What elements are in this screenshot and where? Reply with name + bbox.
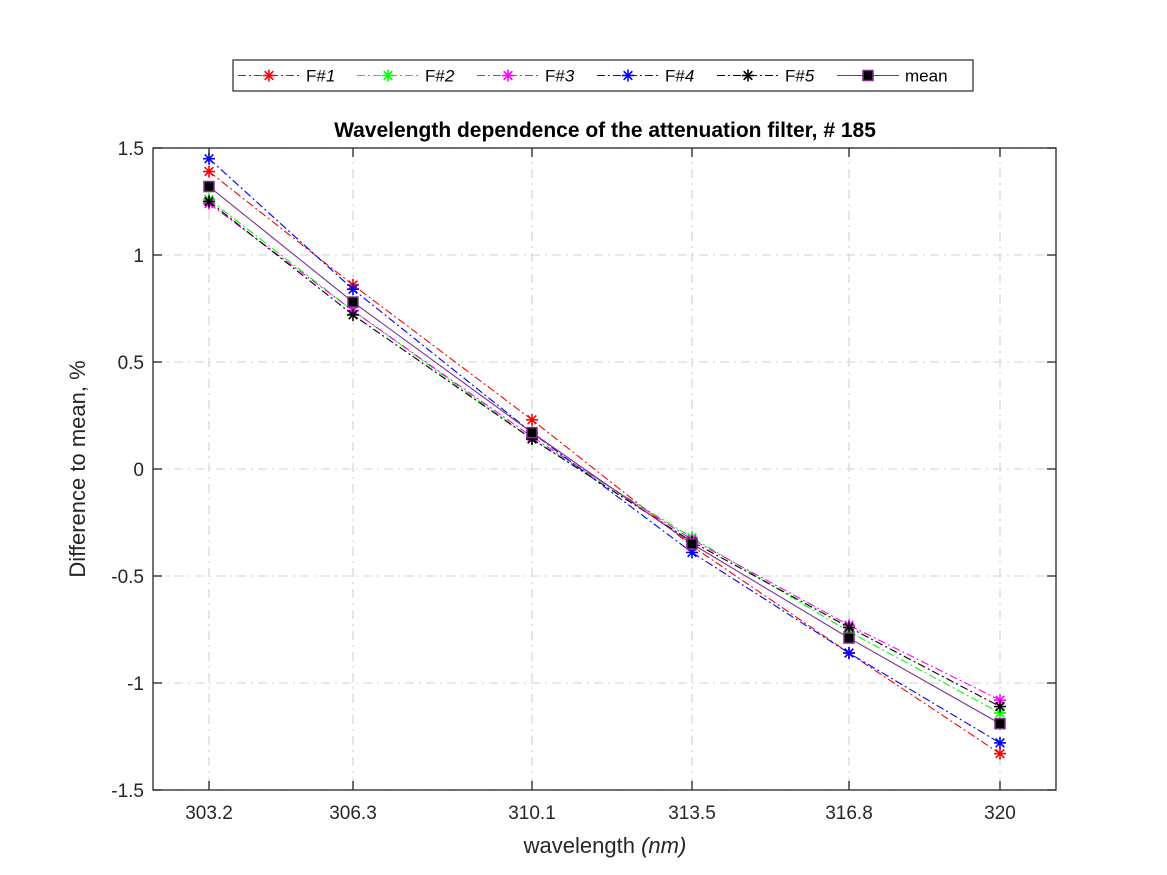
y-tick-label: 0 xyxy=(133,460,144,481)
legend-label-prefix: F# xyxy=(425,67,445,86)
x-axis-label-text: wavelength xyxy=(523,833,635,858)
legend-entry: F#1 xyxy=(238,67,335,86)
x-axis-label: wavelength (nm) xyxy=(523,833,687,858)
data-point xyxy=(347,296,359,308)
legend-entry: F#4 xyxy=(597,67,694,86)
legend-label-number: 4 xyxy=(685,67,694,86)
data-point xyxy=(347,308,359,321)
legend-marker xyxy=(263,69,275,82)
legend-marker xyxy=(622,69,634,82)
marker-stroke xyxy=(204,196,214,207)
series-layer xyxy=(203,152,1006,760)
y-axis-label: Difference to mean, % xyxy=(65,360,90,577)
data-point xyxy=(843,647,855,660)
marker-stroke xyxy=(348,284,358,295)
legend-entry: mean xyxy=(837,67,948,86)
legend-label-number: 2 xyxy=(444,67,455,86)
legend-label: F#3 xyxy=(545,67,575,86)
marker-stroke xyxy=(844,622,854,633)
marker-stroke xyxy=(623,70,633,81)
legend-label: mean xyxy=(905,67,948,86)
data-point xyxy=(994,700,1006,713)
legend-label-number: 1 xyxy=(326,67,335,86)
x-tick-label: 320 xyxy=(984,803,1016,824)
x-tick-label: 313.5 xyxy=(668,803,716,824)
data-point xyxy=(994,736,1006,749)
marker-stroke xyxy=(527,414,537,425)
legend-label-number: 5 xyxy=(805,67,815,86)
tick-labels: 303.2 306.3 310.1 313.5 316.8 320 -1.5 -1 -0.5 0 0… xyxy=(111,139,1016,824)
legend-marker xyxy=(862,69,874,82)
x-tick-label: 303.2 xyxy=(185,803,233,824)
data-point xyxy=(994,717,1006,730)
legend-label: F#4 xyxy=(665,67,694,86)
legend: F#1 F#2 F#3 F#4 F#5 mean xyxy=(232,59,974,92)
x-tick-label: 310.1 xyxy=(508,803,556,824)
y-tick-label: -0.5 xyxy=(111,567,144,588)
y-tick-label: 0.5 xyxy=(118,353,144,374)
data-point xyxy=(843,632,855,644)
chart-title: Wavelength dependence of the attenuation… xyxy=(334,119,876,142)
data-point xyxy=(843,621,855,634)
marker-stroke xyxy=(204,153,214,164)
series-line xyxy=(208,203,1001,701)
legend-label: F#1 xyxy=(306,67,335,86)
legend-marker xyxy=(502,69,514,82)
marker-stroke xyxy=(844,648,854,658)
legend-label-prefix: F# xyxy=(306,67,326,86)
marker-stroke xyxy=(743,70,753,81)
y-tick-label: 1.5 xyxy=(118,139,144,160)
x-tick-label: 306.3 xyxy=(329,803,377,824)
legend-label-prefix: F# xyxy=(665,67,685,86)
series-line xyxy=(208,186,1001,725)
legend-label-prefix: F# xyxy=(785,67,805,86)
series-line xyxy=(208,201,1001,708)
legend-marker xyxy=(742,69,754,82)
marker-stroke xyxy=(995,748,1005,759)
plot-area xyxy=(153,148,1056,790)
marker-stroke xyxy=(503,70,513,81)
legend-marker xyxy=(382,69,394,82)
marker-stroke xyxy=(264,70,274,81)
legend-label-number: 3 xyxy=(565,67,575,86)
series-line xyxy=(208,158,1001,744)
data-point xyxy=(526,426,538,439)
legend-label: F#5 xyxy=(785,67,815,86)
x-tick-label: 316.8 xyxy=(825,803,873,824)
data-point xyxy=(526,413,538,426)
data-point xyxy=(203,195,215,208)
marker-stroke xyxy=(348,310,358,320)
legend-entry: F#5 xyxy=(717,67,815,86)
ticks xyxy=(153,147,1056,791)
legend-entry: F#3 xyxy=(477,67,575,86)
legend-label-prefix: F# xyxy=(545,67,565,86)
marker-stroke xyxy=(383,70,393,81)
marker-stroke xyxy=(204,166,214,177)
data-point xyxy=(686,538,698,550)
marker-stroke xyxy=(995,738,1005,748)
data-point xyxy=(994,747,1006,760)
data-point xyxy=(203,165,215,178)
legend-label: F#2 xyxy=(425,67,455,86)
data-point xyxy=(203,180,215,193)
y-tick-label: -1 xyxy=(127,674,144,695)
marker-stroke xyxy=(995,701,1005,712)
y-tick-label: -1.5 xyxy=(111,781,144,802)
y-tick-label: 1 xyxy=(133,246,144,267)
series-mean xyxy=(203,180,1006,730)
legend-entry: F#2 xyxy=(357,67,455,86)
data-point xyxy=(347,283,359,296)
x-axis-label-unit: (nm) xyxy=(641,833,686,858)
